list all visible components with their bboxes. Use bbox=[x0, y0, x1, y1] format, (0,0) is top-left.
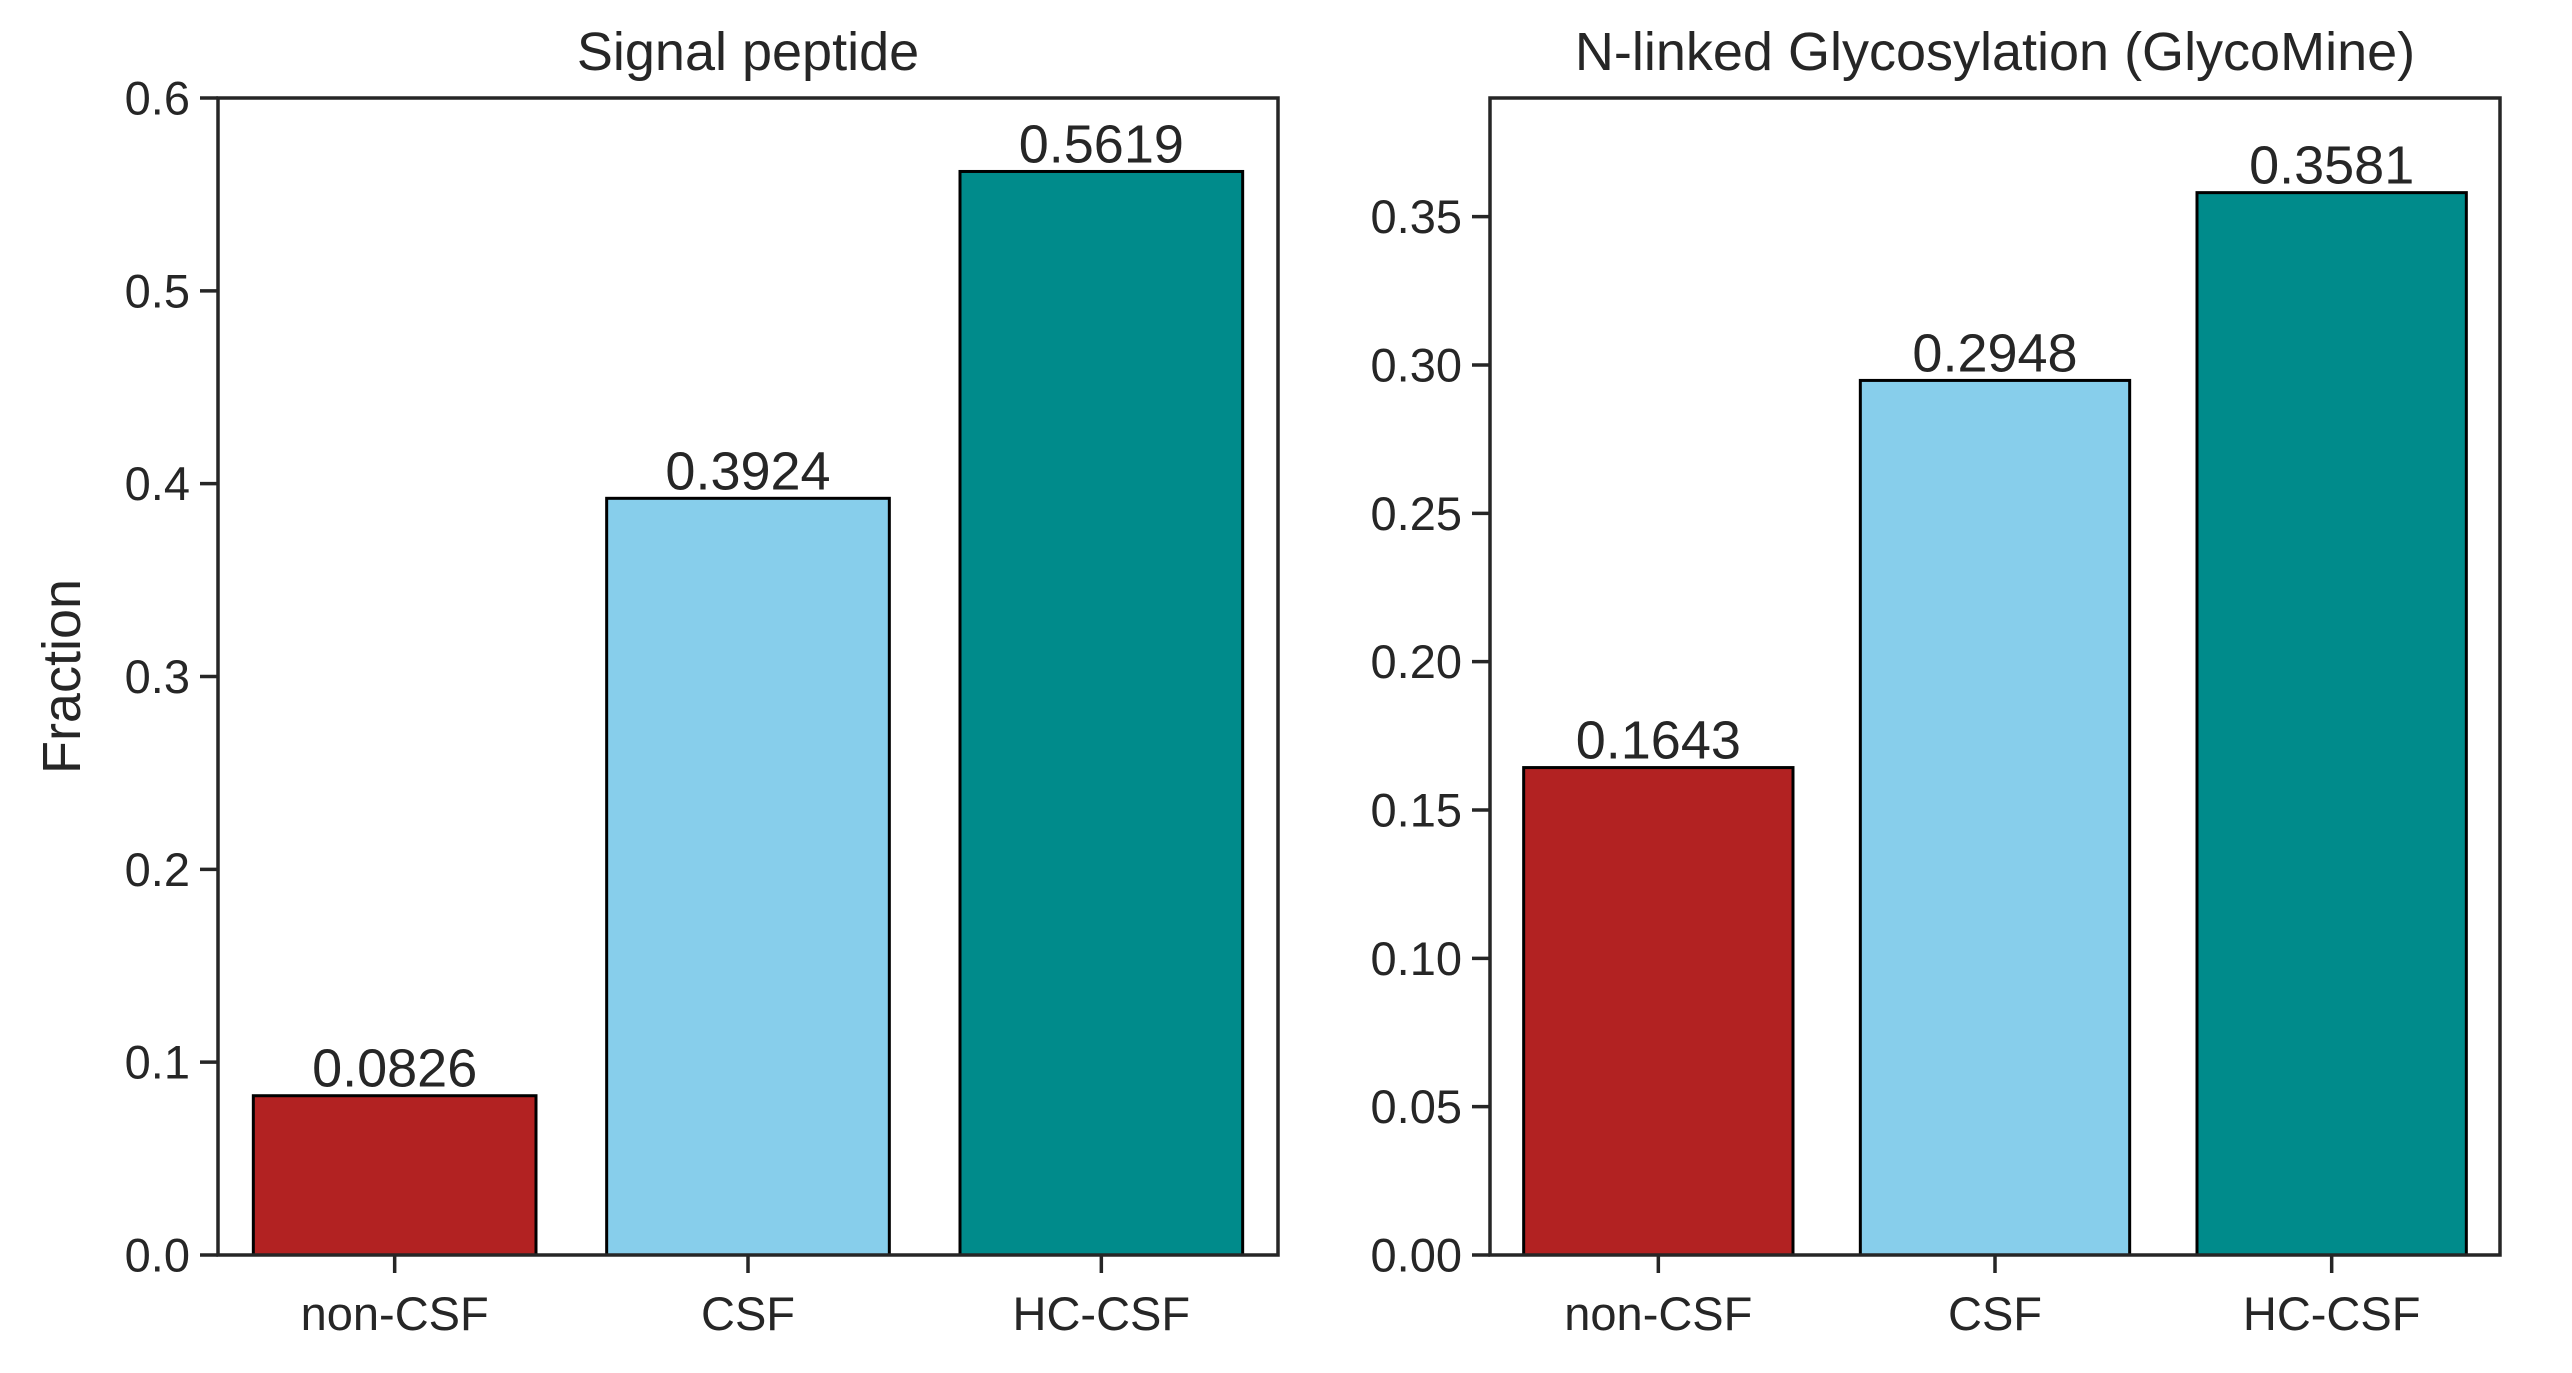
y-axis-label: Fraction bbox=[32, 579, 92, 774]
data-label: 0.3924 bbox=[665, 441, 830, 501]
y-tick-label: 0.3 bbox=[125, 650, 190, 703]
bar-non-csf bbox=[251, 1094, 538, 1257]
x-tick-label: HC-CSF bbox=[2243, 1287, 2421, 1340]
data-label: 0.2948 bbox=[1912, 323, 2077, 383]
y-tick-label: 0.4 bbox=[125, 457, 190, 510]
x-tick-label: HC-CSF bbox=[1013, 1287, 1191, 1340]
y-tick-label: 0.0 bbox=[125, 1229, 190, 1282]
y-tick-label: 0.25 bbox=[1371, 487, 1462, 540]
bar-csf bbox=[605, 496, 891, 1257]
data-label: 0.5619 bbox=[1019, 114, 1184, 174]
y-tick-label: 0.10 bbox=[1371, 932, 1462, 985]
y-tick-label: 0.30 bbox=[1371, 339, 1462, 392]
x-tick-label: CSF bbox=[1948, 1287, 2042, 1340]
bar-hc-csf bbox=[958, 169, 1245, 1257]
bar-csf bbox=[1858, 378, 2132, 1257]
y-tick-label: 0.05 bbox=[1371, 1080, 1462, 1133]
panel-signal-peptide: 0.0826 0.3924 0.5619 0.0 0.1 0.2 0.3 0.4 0.5 0.6 n… bbox=[32, 22, 1280, 1340]
bar-non-csf bbox=[1522, 766, 1795, 1257]
data-label: 0.1643 bbox=[1576, 711, 1741, 771]
x-tick-label: non-CSF bbox=[1564, 1287, 1752, 1340]
data-label: 0.0826 bbox=[312, 1039, 477, 1099]
x-tick-label: CSF bbox=[701, 1287, 795, 1340]
y-tick-label: 0.1 bbox=[125, 1036, 190, 1089]
y-tick-label: 0.00 bbox=[1371, 1229, 1462, 1282]
panel-n-linked-glycosylation: 0.1643 0.2948 0.3581 0.00 0.05 0.10 0.15 0.20 0.… bbox=[1371, 22, 2502, 1340]
x-tick-label: non-CSF bbox=[301, 1287, 489, 1340]
y-tick-label: 0.20 bbox=[1371, 635, 1462, 688]
chart-title: Signal peptide bbox=[577, 22, 919, 82]
data-label: 0.3581 bbox=[2249, 136, 2414, 196]
y-tick-label: 0.15 bbox=[1371, 784, 1462, 837]
bar-hc-csf bbox=[2195, 191, 2468, 1257]
y-tick-label: 0.2 bbox=[125, 843, 190, 896]
y-tick-label: 0.6 bbox=[125, 72, 190, 125]
chart-title: N-linked Glycosylation (GlycoMine) bbox=[1575, 22, 2415, 82]
y-tick-label: 0.35 bbox=[1371, 190, 1462, 243]
y-tick-label: 0.5 bbox=[125, 264, 190, 317]
